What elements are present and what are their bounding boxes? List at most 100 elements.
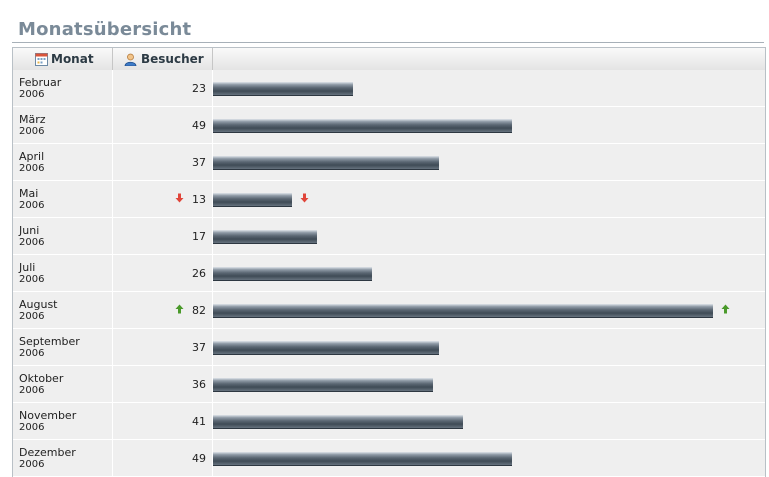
visitors-bar: [213, 304, 713, 318]
visitors-bar: [213, 230, 317, 244]
month-year: 2006: [19, 422, 45, 433]
visitors-value: 17: [192, 230, 206, 243]
bar-cell: [213, 329, 765, 365]
month-name: November: [19, 409, 77, 422]
visitors-value: 23: [192, 82, 206, 95]
arrow-up-icon: [175, 304, 184, 314]
month-cell: November 2006: [13, 403, 113, 439]
column-header-month-label: Monat: [51, 52, 94, 66]
table-row: März 2006 49: [13, 107, 765, 144]
column-header-visitors[interactable]: Besucher: [113, 48, 213, 70]
visitors-value: 49: [192, 119, 206, 132]
visitors-bar: [213, 452, 512, 466]
month-year: 2006: [19, 348, 45, 359]
table-row: Juli 2006 26: [13, 255, 765, 292]
month-cell: Juni 2006: [13, 218, 113, 254]
visitors-value: 82: [192, 304, 206, 317]
table-header: Monat Besucher: [13, 48, 765, 71]
table-row: Dezember 2006 49: [13, 440, 765, 477]
month-cell: Oktober 2006: [13, 366, 113, 402]
month-name: Mai: [19, 187, 39, 200]
bar-cell: [213, 218, 765, 254]
table-row: Februar 2006 23: [13, 70, 765, 107]
visitors-value: 26: [192, 267, 206, 280]
arrow-up-icon: [721, 304, 730, 314]
month-name: August: [19, 298, 58, 311]
visitors-cell: 23: [113, 70, 213, 106]
arrow-down-icon: [175, 193, 184, 203]
month-cell: April 2006: [13, 144, 113, 180]
page-title: Monatsübersicht: [18, 19, 192, 40]
visitors-cell: 49: [113, 107, 213, 143]
user-icon: [124, 53, 137, 66]
table-row: November 2006 41: [13, 403, 765, 440]
visitors-cell: 36: [113, 366, 213, 402]
table-row: August 2006 82: [13, 292, 765, 329]
month-cell: Dezember 2006: [13, 440, 113, 476]
title-divider: [12, 42, 764, 43]
month-year: 2006: [19, 163, 45, 174]
bar-cell: [213, 255, 765, 291]
month-name: Oktober: [19, 372, 64, 385]
bar-cell: [213, 403, 765, 439]
month-year: 2006: [19, 385, 45, 396]
table-row: September 2006 37: [13, 329, 765, 366]
bar-cell: [213, 70, 765, 106]
month-cell: August 2006: [13, 292, 113, 328]
visitors-cell: 49: [113, 440, 213, 476]
visitors-bar: [213, 267, 372, 281]
month-name: April: [19, 150, 45, 163]
bar-cell: [213, 292, 765, 328]
month-name: Juni: [19, 224, 40, 237]
table-row: Oktober 2006 36: [13, 366, 765, 403]
visitors-cell: 17: [113, 218, 213, 254]
visitors-bar: [213, 119, 512, 133]
table-row: Juni 2006 17: [13, 218, 765, 255]
column-header-month[interactable]: Monat: [13, 48, 113, 70]
bar-cell: [213, 107, 765, 143]
monthly-overview-table: Monat Besucher Februar 2006 23 März 2006 49 Ap…: [12, 47, 766, 477]
month-year: 2006: [19, 126, 45, 137]
visitors-bar: [213, 341, 439, 355]
month-name: September: [19, 335, 80, 348]
month-cell: März 2006: [13, 107, 113, 143]
visitors-bar: [213, 193, 292, 207]
month-name: März: [19, 113, 46, 126]
month-cell: Februar 2006: [13, 70, 113, 106]
arrow-down-icon: [300, 193, 309, 203]
visitors-cell: 37: [113, 144, 213, 180]
visitors-bar: [213, 415, 463, 429]
month-year: 2006: [19, 274, 45, 285]
visitors-cell: 26: [113, 255, 213, 291]
visitors-bar: [213, 378, 433, 392]
month-cell: Juli 2006: [13, 255, 113, 291]
month-year: 2006: [19, 200, 45, 211]
visitors-value: 37: [192, 156, 206, 169]
month-cell: Mai 2006: [13, 181, 113, 217]
bar-cell: [213, 144, 765, 180]
visitors-value: 37: [192, 341, 206, 354]
month-year: 2006: [19, 89, 45, 100]
month-name: Februar: [19, 76, 62, 89]
visitors-cell: 13: [113, 181, 213, 217]
calendar-icon: [35, 53, 48, 66]
visitors-value: 36: [192, 378, 206, 391]
visitors-bar: [213, 82, 353, 96]
visitors-cell: 82: [113, 292, 213, 328]
visitors-value: 49: [192, 452, 206, 465]
bar-cell: [213, 181, 765, 217]
visitors-cell: 37: [113, 329, 213, 365]
bar-cell: [213, 366, 765, 402]
visitors-value: 41: [192, 415, 206, 428]
month-year: 2006: [19, 311, 45, 322]
month-year: 2006: [19, 237, 45, 248]
table-row: April 2006 37: [13, 144, 765, 181]
table-row: Mai 2006 13: [13, 181, 765, 218]
month-name: Dezember: [19, 446, 76, 459]
column-header-visitors-label: Besucher: [141, 52, 204, 66]
visitors-bar: [213, 156, 439, 170]
visitors-value: 13: [192, 193, 206, 206]
visitors-cell: 41: [113, 403, 213, 439]
bar-cell: [213, 440, 765, 476]
month-year: 2006: [19, 459, 45, 470]
